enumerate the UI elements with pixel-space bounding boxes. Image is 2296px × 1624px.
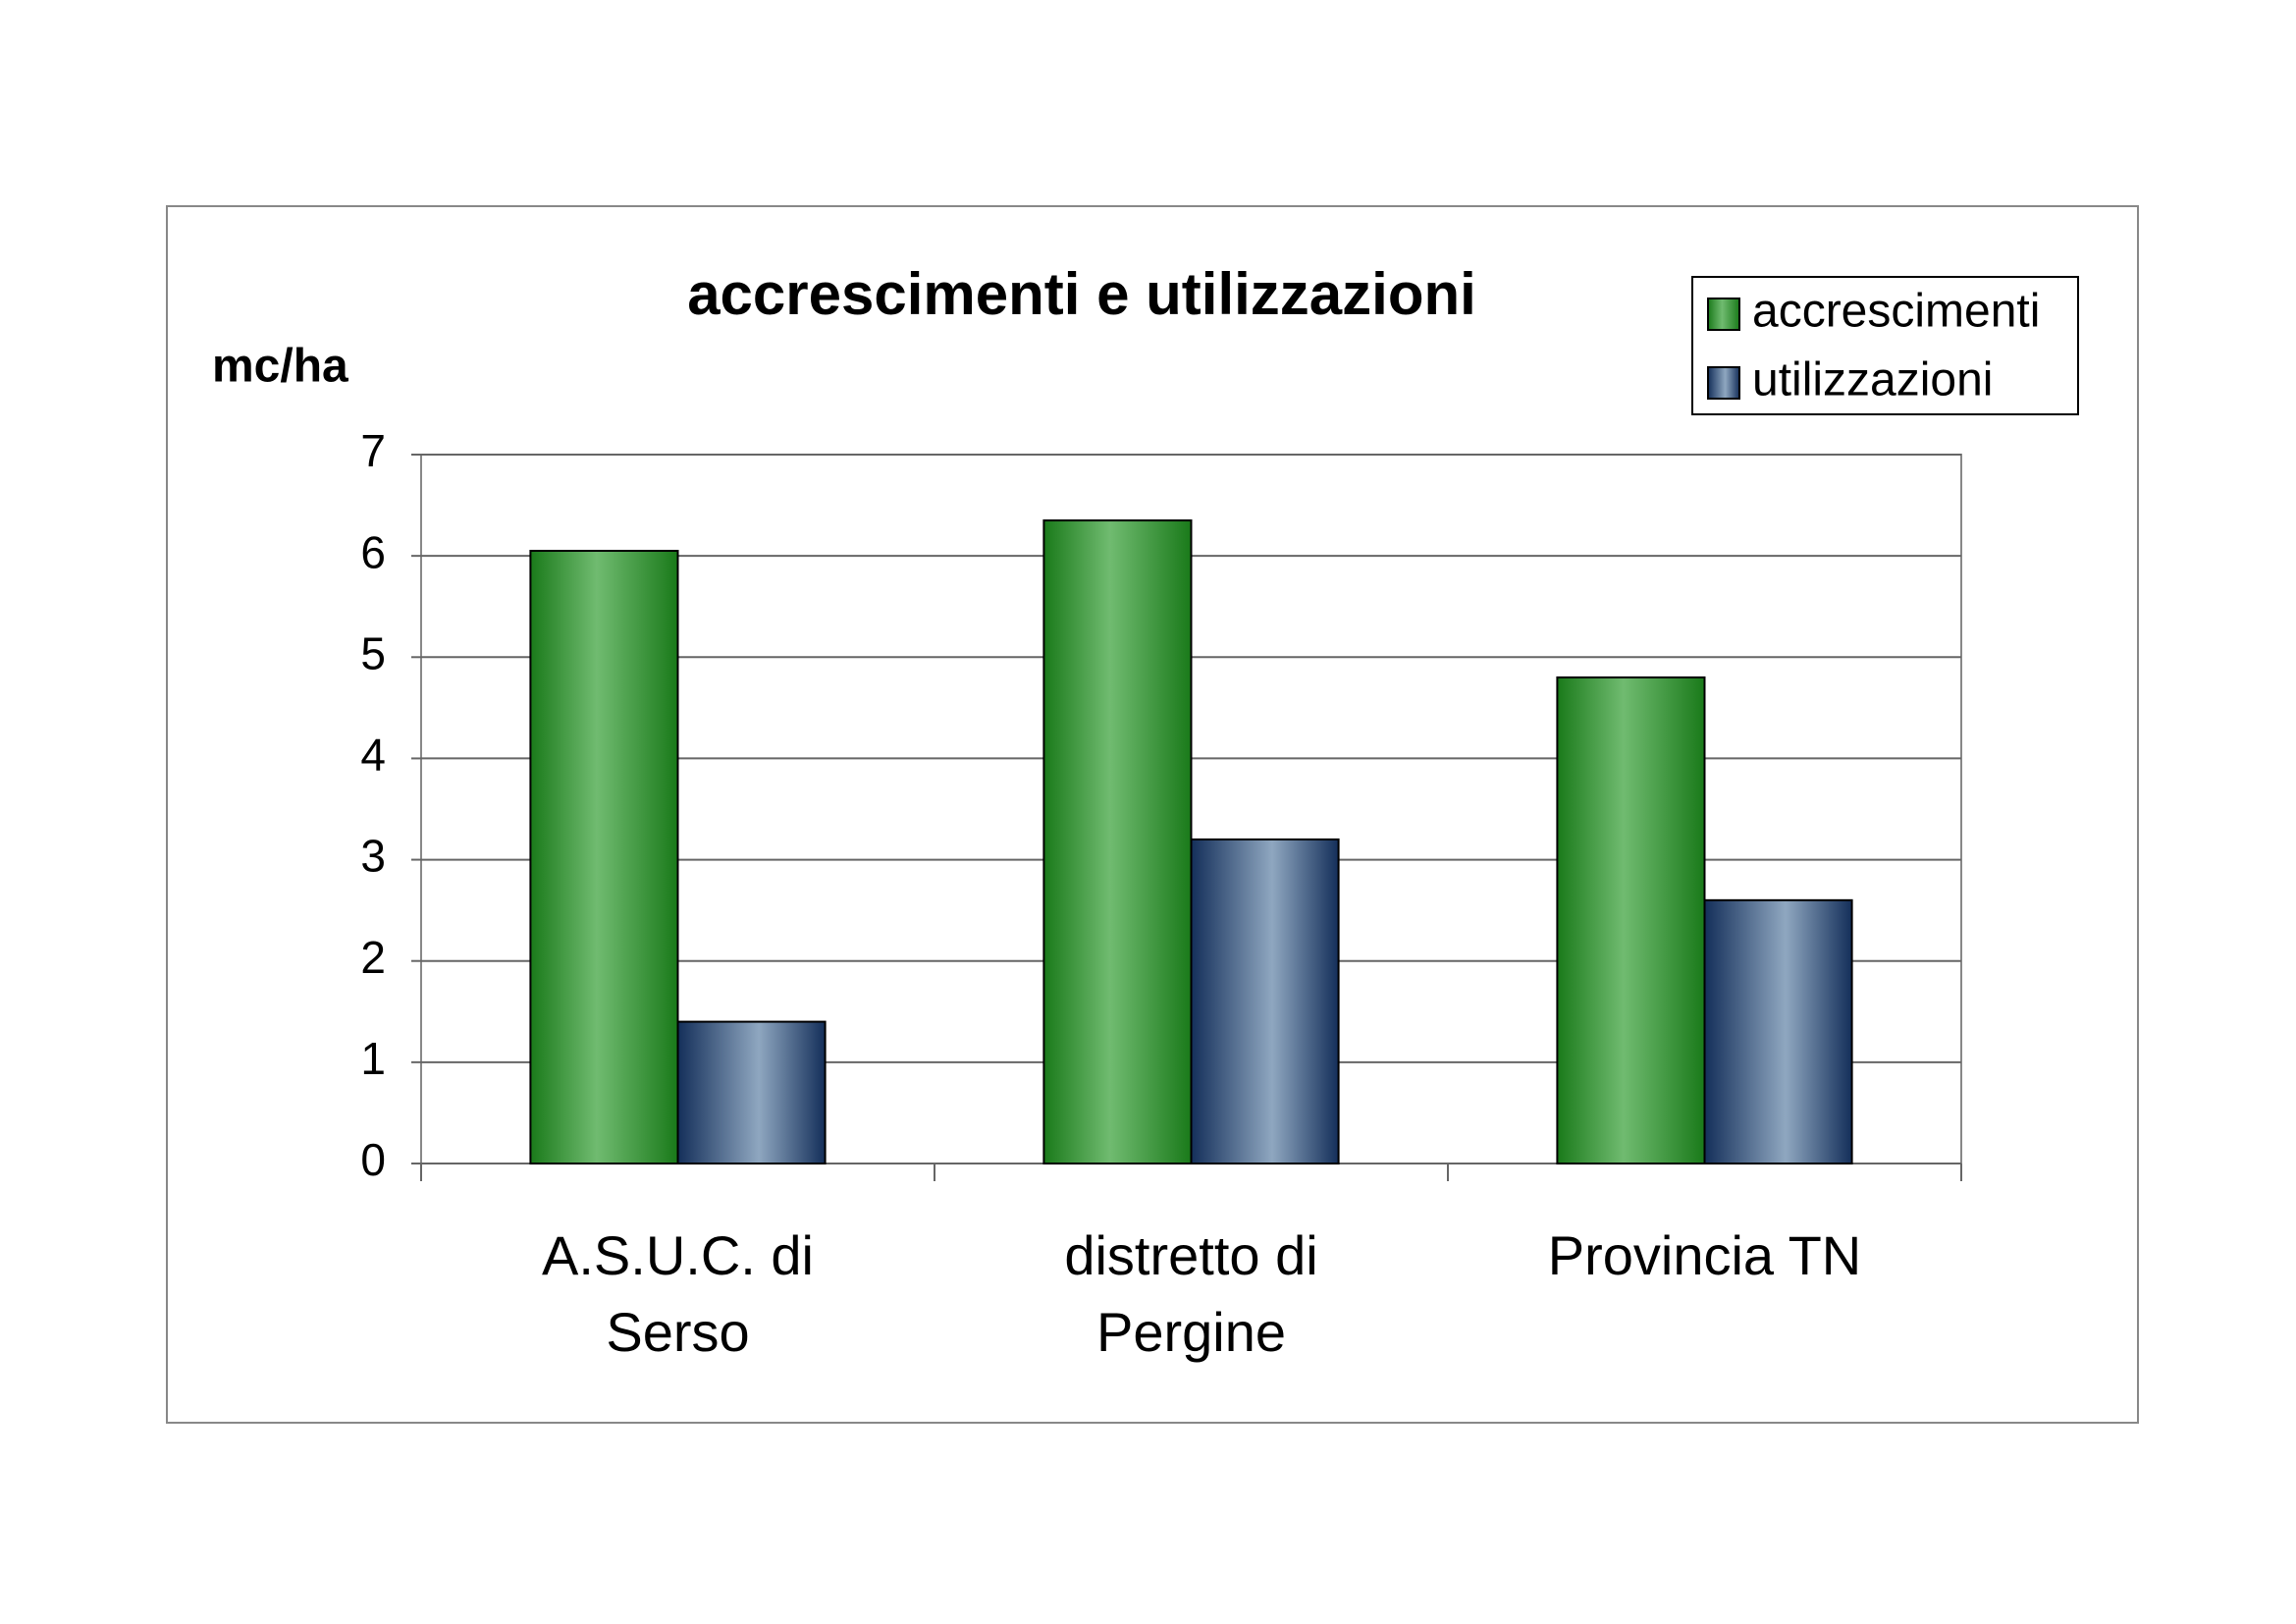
bar bbox=[1042, 519, 1193, 1164]
y-tick-label: 5 bbox=[360, 627, 386, 678]
y-tick-label: 0 bbox=[360, 1134, 386, 1185]
y-tick-label: 4 bbox=[360, 730, 386, 781]
y-tick-label: 2 bbox=[360, 932, 386, 983]
legend-swatch bbox=[1707, 366, 1740, 400]
y-tick-label: 7 bbox=[360, 425, 386, 476]
bar bbox=[1556, 676, 1706, 1165]
x-tick-label: Provincia TN bbox=[1547, 1224, 1862, 1286]
x-tick-label: distretto di Pergine bbox=[1064, 1224, 1318, 1363]
legend-swatch bbox=[1707, 298, 1740, 331]
bar bbox=[1190, 838, 1340, 1164]
bar bbox=[676, 1020, 827, 1164]
bar bbox=[1703, 898, 1853, 1164]
legend-box bbox=[1691, 276, 2079, 415]
legend-label: utilizzazioni bbox=[1752, 354, 1993, 406]
bar bbox=[529, 549, 679, 1164]
y-tick-label: 3 bbox=[360, 831, 386, 882]
y-tick-label: 1 bbox=[360, 1033, 386, 1084]
x-tick-label: A.S.U.C. di Serso bbox=[542, 1224, 814, 1363]
y-tick-label: 6 bbox=[360, 526, 386, 577]
legend-label: accrescimenti bbox=[1752, 286, 2040, 338]
chart-title: accrescimenti e utilizzazioni bbox=[687, 261, 1476, 327]
y-axis-label: mc/ha bbox=[212, 341, 348, 393]
